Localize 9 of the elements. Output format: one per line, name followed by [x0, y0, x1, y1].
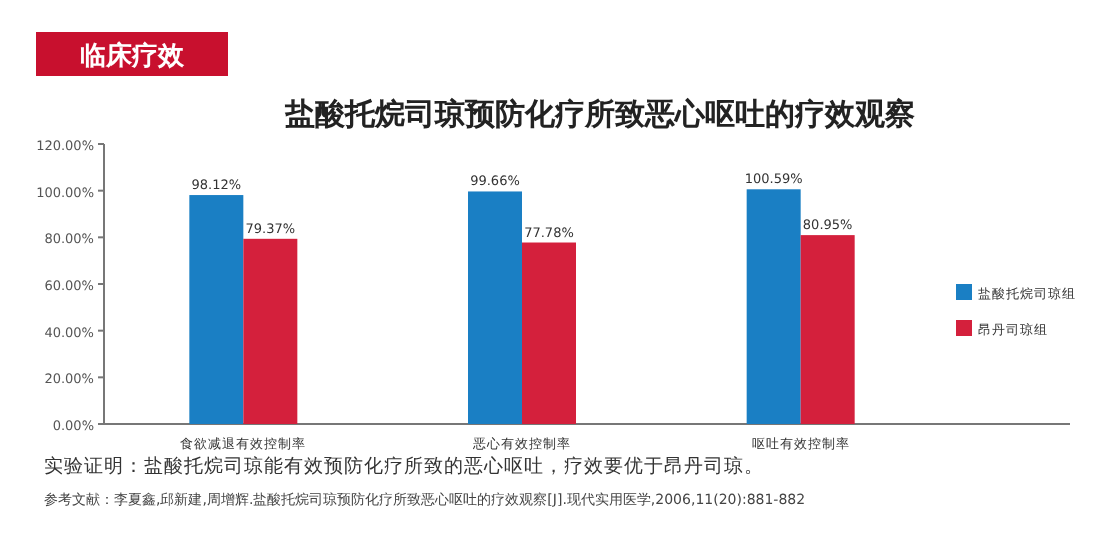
bar: [189, 195, 244, 424]
bar: [746, 189, 801, 424]
bar: [800, 235, 855, 424]
text: 临床疗效: [80, 40, 186, 72]
bar: [243, 238, 298, 424]
bar: [522, 242, 576, 424]
chart-title: 盐酸托烷司琼预防化疗所致恶心呕吐的疗效观察: [283, 96, 915, 132]
text: 实验证明：盐酸托烷司琼能有效预防化疗所致的恶心呕吐，疗效要优于昂丹司琼。: [44, 454, 764, 478]
bar: [468, 191, 522, 424]
